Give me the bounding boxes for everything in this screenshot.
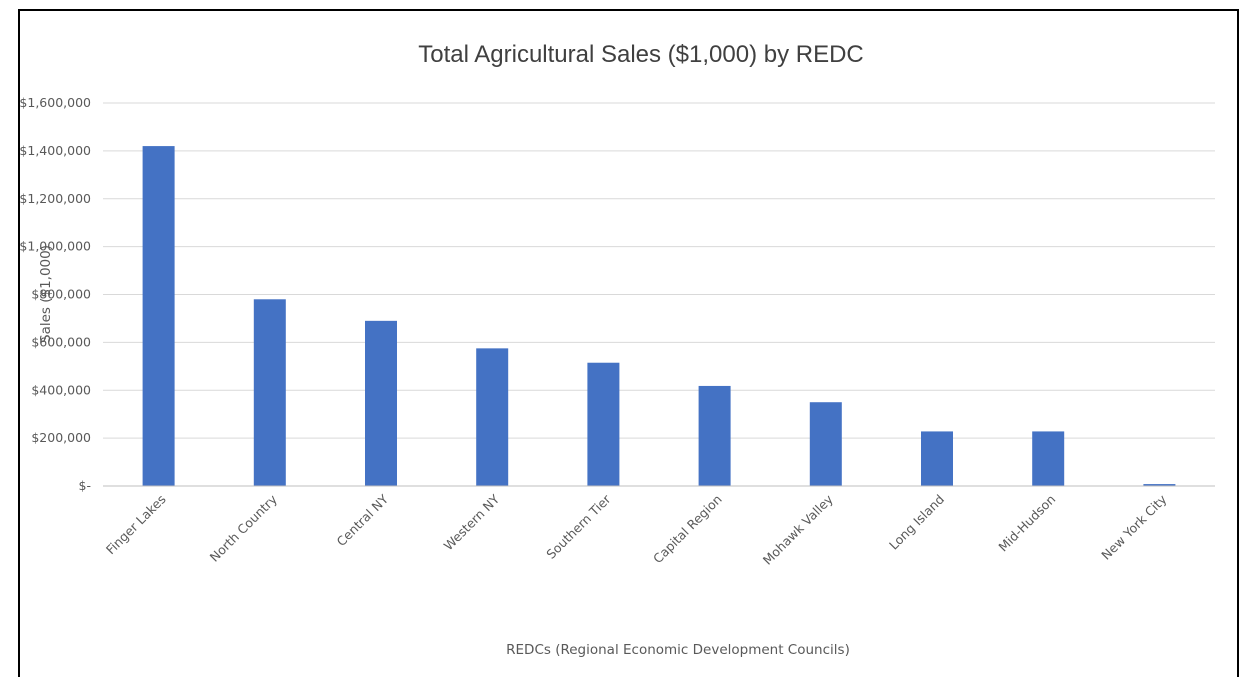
x-tick-label: Mid-Hudson	[995, 492, 1058, 555]
x-axis-ticks: Finger Lakes North Country Central NY Weste…	[103, 491, 1170, 568]
y-axis-ticks: $- $200,000 $400,000 $600,000 $800,000 $1,000…	[19, 95, 91, 493]
bar-north-country	[253, 299, 286, 486]
x-tick-label: Finger Lakes	[103, 492, 169, 558]
y-tick-label: $1,000,000	[19, 239, 91, 254]
y-tick-label: $400,000	[31, 382, 91, 397]
chart-title: Total Agricultural Sales ($1,000) by RED…	[418, 41, 864, 68]
bar-new-york-city	[1143, 484, 1176, 486]
x-tick-label: Mohawk Valley	[760, 491, 837, 568]
bar-western-ny	[476, 348, 509, 486]
x-tick-label: Capital Region	[650, 492, 725, 567]
x-tick-label: Central NY	[334, 491, 392, 549]
chart-frame	[18, 9, 1239, 677]
y-tick-label: $1,600,000	[19, 95, 91, 110]
x-tick-label: Southern Tier	[543, 491, 614, 562]
x-tick-label: Western NY	[441, 491, 503, 553]
gridlines	[103, 102, 1215, 439]
y-tick-label: $1,200,000	[19, 191, 91, 206]
bar-southern-tier	[587, 362, 620, 486]
bar-capital-region	[698, 385, 731, 486]
bar-central-ny	[365, 320, 397, 486]
x-axis-label: REDCs (Regional Economic Development Cou…	[506, 642, 850, 658]
bars	[142, 146, 1176, 486]
x-tick-label: North Country	[207, 491, 281, 565]
y-tick-label: $200,000	[31, 430, 91, 445]
y-tick-label: $-	[79, 478, 91, 493]
bar-mohawk-valley	[809, 402, 842, 486]
y-tick-label: $800,000	[31, 287, 91, 302]
bar-finger-lakes	[142, 146, 175, 486]
bar-long-island	[921, 431, 953, 486]
x-tick-label: Long Island	[886, 492, 947, 553]
y-axis-label: Sales ($1,000)	[38, 245, 54, 343]
x-tick-label: New York City	[1098, 491, 1170, 563]
bar-mid-hudson	[1032, 431, 1065, 486]
y-tick-label: $600,000	[31, 334, 91, 349]
y-tick-label: $1,400,000	[19, 143, 91, 158]
